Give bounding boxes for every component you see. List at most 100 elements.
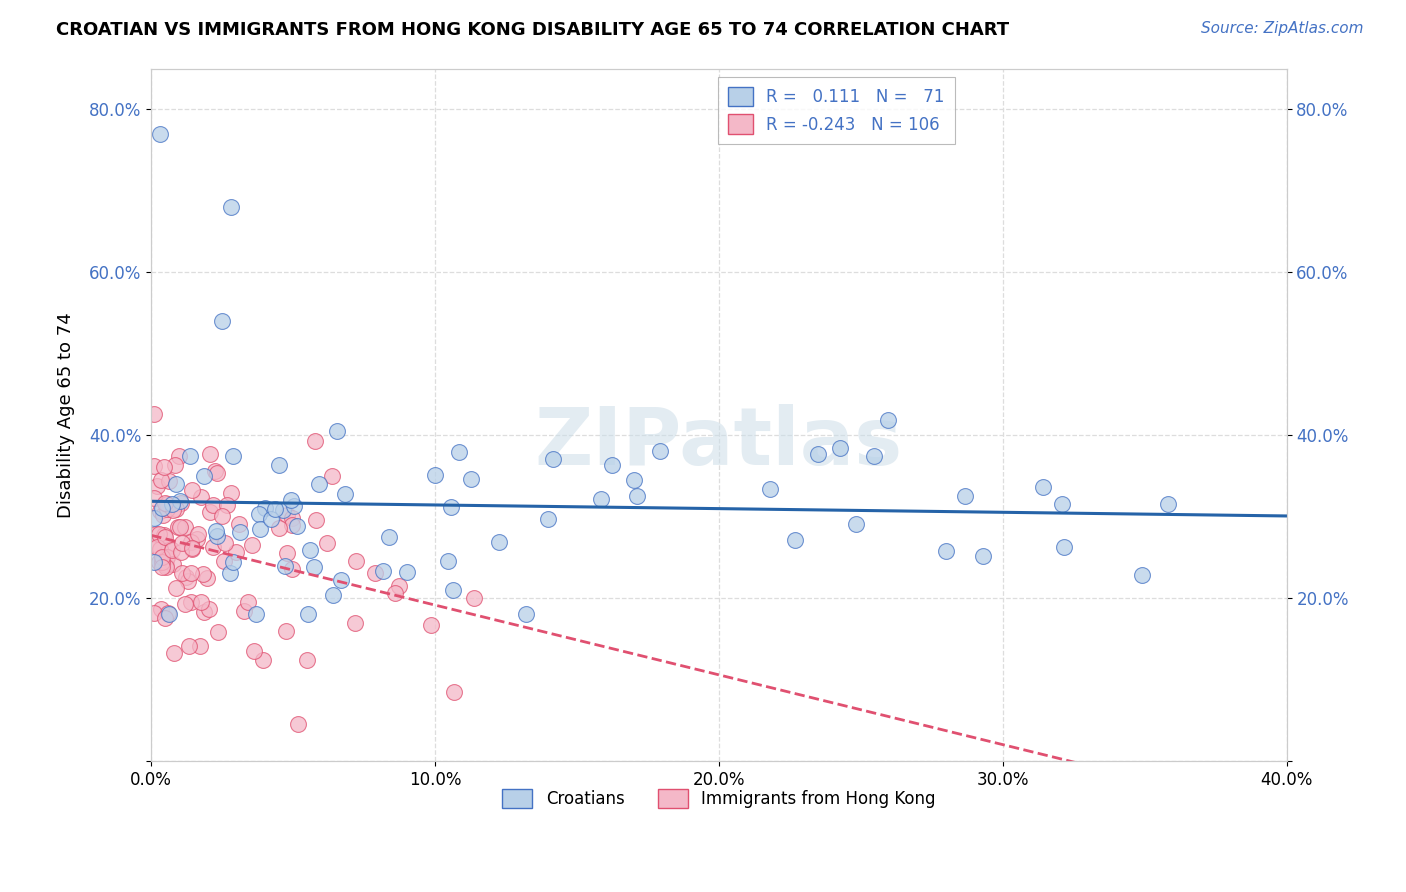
Point [600, 458, 623, 472]
Point [297, 653, 319, 667]
Point [935, 543, 957, 558]
Point [156, 549, 179, 564]
Point [281, 518, 304, 533]
Point [207, 624, 229, 639]
Point [163, 646, 186, 660]
Point [205, 524, 228, 538]
Point [845, 516, 868, 531]
Point [1032, 480, 1054, 494]
Point [153, 527, 176, 541]
Point [149, 601, 172, 615]
Point [373, 565, 395, 579]
Point [165, 501, 187, 516]
Point [150, 560, 173, 574]
Point [204, 464, 226, 478]
Point [783, 533, 806, 547]
Point [228, 516, 250, 531]
Point [321, 469, 343, 483]
Point [162, 558, 184, 572]
Point [326, 425, 349, 439]
Point [322, 588, 344, 602]
Point [953, 489, 976, 503]
Point [330, 573, 353, 587]
Point [440, 500, 463, 514]
Point [177, 574, 200, 589]
Point [181, 483, 204, 498]
Point [180, 541, 202, 556]
Point [225, 545, 247, 559]
Point [149, 473, 172, 487]
Point [198, 505, 221, 519]
Point [1050, 497, 1073, 511]
Point [156, 497, 179, 511]
Point [172, 536, 194, 550]
Point [280, 562, 302, 576]
Point [156, 540, 179, 554]
Point [252, 653, 274, 667]
Point [807, 447, 830, 461]
Point [488, 535, 510, 549]
Point [170, 496, 193, 510]
Point [191, 567, 214, 582]
Point [308, 477, 330, 491]
Point [443, 685, 465, 699]
Point [167, 520, 190, 534]
Point [281, 511, 304, 525]
Point [155, 530, 177, 544]
Point [149, 541, 172, 556]
Point [1053, 541, 1076, 555]
Point [153, 611, 176, 625]
Point [343, 616, 366, 631]
Point [541, 452, 564, 467]
Point [155, 558, 177, 572]
Point [201, 540, 224, 554]
Point [972, 549, 994, 564]
Point [145, 527, 167, 541]
Point [153, 460, 176, 475]
Point [222, 556, 245, 570]
Point [190, 595, 212, 609]
Point [830, 442, 852, 456]
Point [162, 543, 184, 558]
Point [271, 502, 294, 516]
Point [211, 509, 233, 524]
Point [274, 558, 297, 573]
Point [1157, 497, 1180, 511]
Point [463, 591, 485, 605]
Point [197, 571, 219, 585]
Point [276, 546, 298, 560]
Point [243, 643, 266, 657]
Point [222, 449, 245, 463]
Point [165, 477, 187, 491]
Point [152, 508, 174, 523]
Legend: Croatians, Immigrants from Hong Kong: Croatians, Immigrants from Hong Kong [496, 782, 942, 815]
Point [441, 583, 464, 598]
Point [219, 200, 242, 214]
Point [174, 519, 197, 533]
Point [186, 532, 208, 546]
Point [165, 581, 187, 595]
Point [193, 468, 215, 483]
Point [162, 497, 184, 511]
Point [177, 639, 200, 653]
Point [249, 522, 271, 536]
Point [218, 566, 240, 581]
Point [143, 555, 166, 569]
Point [264, 502, 287, 516]
Point [146, 541, 169, 555]
Point [153, 496, 176, 510]
Point [156, 549, 179, 564]
Point [626, 489, 648, 503]
Point [378, 530, 401, 544]
Point [863, 449, 886, 463]
Point [245, 607, 267, 622]
Point [176, 570, 198, 584]
Point [180, 595, 202, 609]
Point [167, 449, 190, 463]
Point [143, 408, 166, 422]
Point [211, 314, 233, 328]
Point [146, 479, 169, 493]
Point [174, 598, 197, 612]
Point [515, 607, 537, 622]
Point [155, 560, 177, 574]
